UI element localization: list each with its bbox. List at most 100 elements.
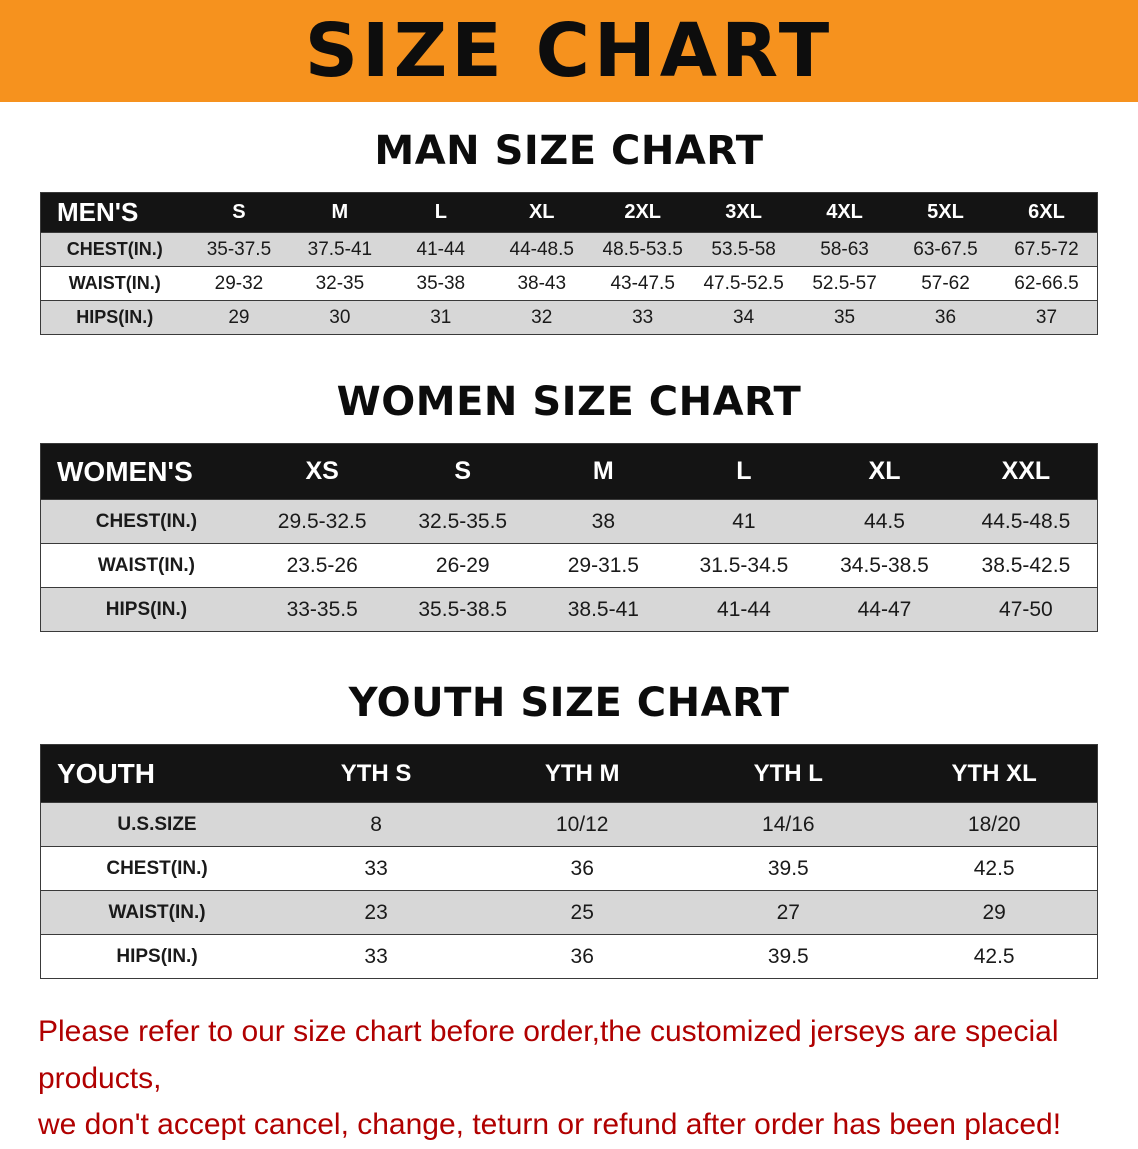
cell: 25 [570, 900, 594, 924]
cell: 44-48.5 [509, 238, 574, 260]
row-label: U.S.SIZE [117, 813, 197, 835]
cell: 41 [732, 509, 756, 533]
banner-title: SIZE CHART [304, 8, 834, 94]
cell: 32 [531, 306, 553, 328]
cell: 35-37.5 [206, 238, 272, 260]
column-header: YTH S [273, 744, 480, 803]
cell: 35-38 [416, 272, 466, 294]
cell: 53.5-58 [711, 238, 776, 260]
cell: 34 [733, 306, 755, 328]
cell: 37 [1035, 306, 1058, 328]
cell: 32.5-35.5 [418, 509, 508, 533]
table-row: HIPS(IN.) 33-35.5 35.5-38.5 38.5-41 41-4… [40, 587, 1098, 632]
column-header: 6XL [995, 192, 1098, 233]
cell: 43-47.5 [610, 272, 675, 294]
cell: 33 [364, 856, 388, 880]
cell: 42.5 [973, 856, 1015, 880]
column-header: XL [491, 192, 593, 233]
cell: 63-67.5 [913, 238, 978, 260]
men-header-row: MEN'S S M L XL 2XL 3XL 4XL 5XL 6XL [40, 192, 1098, 233]
cell: 38.5-42.5 [981, 553, 1071, 577]
youth-section: YOUTH SIZE CHART YOUTH YTH S YTH M YTH L… [0, 680, 1138, 979]
cell: 67.5-72 [1014, 238, 1079, 260]
cell: 36 [934, 306, 957, 328]
cell: 38.5-41 [567, 597, 639, 621]
women-header-row: WOMEN'S XS S M L XL XXL [40, 443, 1098, 500]
men-table-title: MEN'S [40, 192, 189, 233]
youth-header-row: YOUTH YTH S YTH M YTH L YTH XL [40, 744, 1098, 803]
cell: 37.5-41 [307, 238, 373, 260]
banner: SIZE CHART [0, 0, 1138, 102]
column-header: 3XL [693, 192, 795, 233]
column-header: YTH M [479, 744, 686, 803]
row-label: HIPS(IN.) [105, 598, 188, 620]
men-section-heading: MAN SIZE CHART [374, 128, 764, 174]
column-header: XXL [954, 443, 1098, 500]
table-row: HIPS(IN.) 33 36 39.5 42.5 [40, 934, 1098, 979]
cell: 26-29 [435, 553, 490, 577]
cell: 23 [364, 900, 388, 924]
cell: 52.5-57 [812, 272, 877, 294]
notice-line-2: we don't accept cancel, change, teturn o… [38, 1108, 1062, 1141]
cell: 44.5 [864, 509, 905, 533]
row-label: WAIST(IN.) [108, 901, 206, 923]
cell: 42.5 [973, 944, 1015, 968]
cell: 29.5-32.5 [277, 509, 367, 533]
cell: 31 [430, 306, 452, 328]
table-row: CHEST(IN.) 29.5-32.5 32.5-35.5 38 41 44.… [40, 499, 1098, 544]
cell: 48.5-53.5 [602, 238, 683, 260]
youth-table-head: YOUTH YTH S YTH M YTH L YTH XL [40, 744, 1098, 803]
column-header: S [392, 443, 534, 500]
cell: 39.5 [767, 944, 809, 968]
cell: 36 [570, 944, 594, 968]
cell: 44-47 [857, 597, 912, 621]
men-section: MAN SIZE CHART MEN'S S M L XL 2XL [0, 128, 1138, 335]
cell: 41-44 [717, 597, 771, 621]
table-row: HIPS(IN.) 29 30 31 32 33 34 35 36 37 [40, 300, 1098, 335]
cell: 35.5-38.5 [418, 597, 508, 621]
column-header: S [188, 192, 290, 233]
cell: 18/20 [967, 812, 1021, 836]
column-header: M [533, 443, 674, 500]
cell: 33-35.5 [286, 597, 358, 621]
column-header: M [289, 192, 391, 233]
order-notice: Please refer to our size chart before or… [38, 1009, 1108, 1149]
youth-table-title: YOUTH [40, 744, 274, 803]
column-header: XS [251, 443, 393, 500]
cell: 32-35 [315, 272, 365, 294]
cell: 39.5 [767, 856, 809, 880]
cell: 57-62 [921, 272, 970, 294]
column-header: L [390, 192, 492, 233]
table-row: WAIST(IN.) 29-32 32-35 35-38 38-43 43-47… [40, 266, 1098, 301]
cell: 29-32 [214, 272, 264, 294]
men-table-body: CHEST(IN.) 35-37.5 37.5-41 41-44 44-48.5… [40, 232, 1098, 335]
notice-line-1: Please refer to our size chart before or… [38, 1015, 1059, 1095]
column-header: YTH XL [891, 744, 1098, 803]
cell: 36 [570, 856, 594, 880]
row-label: CHEST(IN.) [106, 857, 208, 879]
column-header: 4XL [794, 192, 896, 233]
cell: 29 [228, 306, 250, 328]
table-row: WAIST(IN.) 23.5-26 26-29 29-31.5 31.5-34… [40, 543, 1098, 588]
cell: 14/16 [762, 812, 815, 836]
youth-size-table: YOUTH YTH S YTH M YTH L YTH XL U.S.SIZE … [40, 744, 1098, 979]
women-table-title: WOMEN'S [40, 443, 252, 500]
cell: 29 [982, 900, 1006, 924]
cell: 47.5-52.5 [703, 272, 784, 294]
table-row: CHEST(IN.) 33 36 39.5 42.5 [40, 846, 1098, 891]
cell: 35 [833, 306, 856, 328]
men-table-head: MEN'S S M L XL 2XL 3XL 4XL 5XL 6XL [40, 192, 1098, 233]
table-row: CHEST(IN.) 35-37.5 37.5-41 41-44 44-48.5… [40, 232, 1098, 267]
women-section: WOMEN SIZE CHART WOMEN'S XS S M L XL X [0, 379, 1138, 632]
cell: 23.5-26 [286, 553, 358, 577]
cell: 58-63 [820, 238, 869, 260]
youth-section-heading: YOUTH SIZE CHART [348, 680, 790, 726]
cell: 62-66.5 [1014, 272, 1079, 294]
cell: 29-31.5 [567, 553, 639, 577]
women-section-heading: WOMEN SIZE CHART [336, 379, 802, 425]
column-header: XL [814, 443, 955, 500]
cell: 44.5-48.5 [981, 509, 1071, 533]
men-size-table: MEN'S S M L XL 2XL 3XL 4XL 5XL 6XL CHEST [40, 192, 1098, 335]
row-label: CHEST(IN.) [95, 510, 198, 532]
